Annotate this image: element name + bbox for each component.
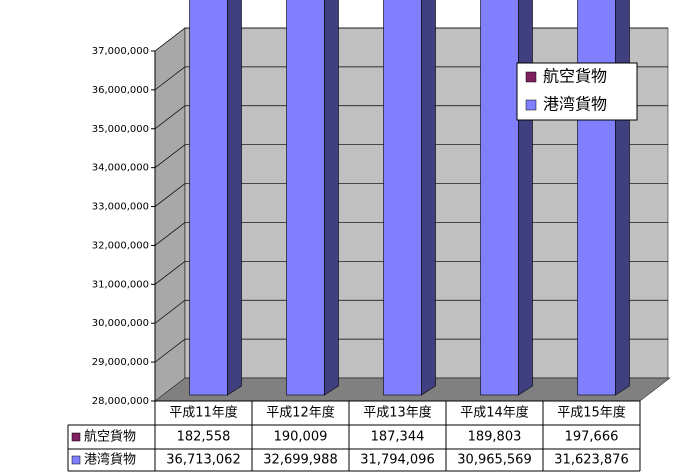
bar-front — [577, 0, 616, 396]
table-value: 182,558 — [177, 430, 231, 445]
y-tick-label: 35,000,000 — [92, 124, 149, 135]
y-tick-label: 34,000,000 — [92, 163, 149, 174]
bar-front — [189, 0, 228, 396]
table-value: 32,699,988 — [263, 453, 337, 468]
y-tick-label: 31,000,000 — [92, 279, 149, 290]
x-tick-label: 平成11年度 — [169, 405, 238, 421]
y-tick-label: 33,000,000 — [92, 202, 149, 213]
y-tick-label: 37,000,000 — [92, 46, 149, 57]
bar-segment — [480, 0, 533, 396]
legend-swatch — [525, 99, 537, 111]
legend-label: 港湾貨物 — [543, 95, 607, 114]
x-tick-label: 平成14年度 — [460, 405, 529, 421]
table-value: 31,623,876 — [554, 453, 628, 468]
legend-swatch — [525, 71, 537, 83]
bar-side — [421, 0, 436, 396]
bar-segment — [286, 0, 339, 396]
side-wall — [154, 27, 186, 402]
table-value: 36,713,062 — [166, 453, 240, 468]
y-tick-label: 29,000,000 — [92, 357, 149, 368]
table-value: 189,803 — [468, 430, 522, 445]
table-value: 197,666 — [565, 430, 619, 445]
data-table: 平成11年度 182,558 36,713,062 平成12年度 190,009 32,6… — [67, 400, 641, 472]
y-tick-label: 30,000,000 — [92, 318, 149, 329]
bar-segment — [383, 0, 436, 396]
bar-side — [615, 0, 630, 396]
x-tick-label: 平成12年度 — [266, 405, 335, 421]
bar-front — [286, 0, 325, 396]
bar-front — [480, 0, 519, 396]
x-tick-label: 平成15年度 — [557, 405, 626, 421]
table-series-label: 航空貨物 — [84, 429, 136, 445]
legend — [516, 62, 638, 121]
table-series-label: 港湾貨物 — [84, 452, 136, 468]
table-value: 30,965,569 — [457, 453, 531, 468]
bar-segment — [577, 0, 630, 396]
table-value: 31,794,096 — [360, 453, 434, 468]
table-value: 187,344 — [371, 430, 425, 445]
bar-side — [227, 0, 242, 396]
table-value: 190,009 — [274, 430, 328, 445]
bar-side — [518, 0, 533, 396]
legend-label: 航空貨物 — [543, 67, 607, 86]
table-swatch — [71, 455, 81, 465]
table-swatch — [71, 432, 81, 442]
x-tick-label: 平成13年度 — [363, 405, 432, 421]
y-tick-label: 36,000,000 — [92, 85, 149, 96]
bar-front — [383, 0, 422, 396]
bar-segment — [189, 0, 242, 396]
y-tick-label: 32,000,000 — [92, 240, 149, 251]
bar-side — [324, 0, 339, 396]
y-tick-label: 28,000,000 — [92, 396, 149, 407]
